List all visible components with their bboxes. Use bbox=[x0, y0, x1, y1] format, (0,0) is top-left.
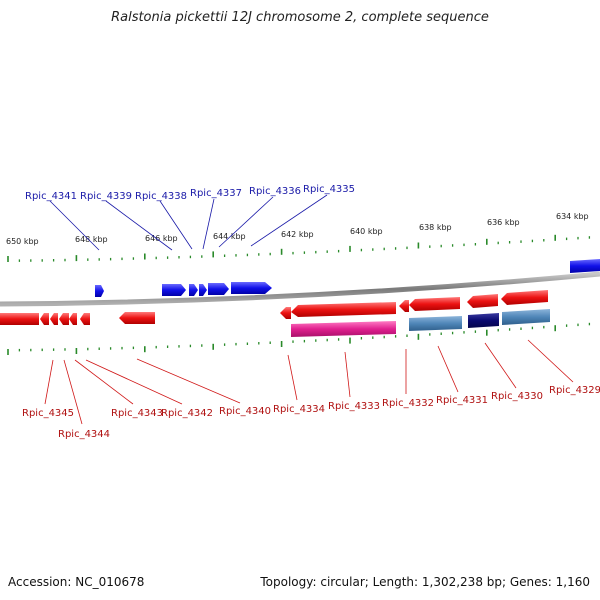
reverse-strand-genes bbox=[0, 290, 548, 325]
forward-strand-genes bbox=[95, 259, 600, 297]
kbp-label: 636 kbp bbox=[487, 218, 520, 227]
gene-reverse bbox=[501, 290, 548, 305]
leader-line bbox=[202, 198, 215, 250]
kbp-label: 644 kbp bbox=[213, 232, 246, 241]
leader-line bbox=[250, 194, 328, 247]
gene-label-bottom: Rpic_4329 bbox=[549, 385, 600, 396]
top-gene-labels: Rpic_4341 Rpic_4339 Rpic_4338 Rpic_4337 … bbox=[25, 184, 355, 251]
leader-line bbox=[74, 359, 134, 405]
gene-label-bottom: Rpic_4330 bbox=[491, 391, 543, 402]
gene-forward bbox=[570, 259, 600, 273]
feature-steelblue bbox=[502, 309, 550, 325]
gene-label-bottom: Rpic_4334 bbox=[273, 404, 325, 415]
gene-reverse bbox=[40, 313, 49, 325]
leader-line bbox=[437, 345, 459, 393]
accession-text: Accession: NC_010678 bbox=[8, 575, 145, 589]
gene-forward bbox=[189, 284, 198, 296]
feature-magenta bbox=[291, 321, 396, 337]
map-title: Ralstonia pickettii 12J chromosome 2, co… bbox=[111, 10, 489, 25]
leader-line bbox=[218, 196, 274, 248]
kbp-label: 646 kbp bbox=[145, 234, 178, 243]
gene-forward bbox=[162, 284, 186, 296]
gene-reverse bbox=[291, 302, 396, 317]
gene-reverse bbox=[50, 313, 58, 325]
gene-reverse bbox=[59, 313, 69, 325]
kbp-label: 638 kbp bbox=[419, 223, 452, 232]
leader-line bbox=[136, 358, 241, 404]
leader-line bbox=[63, 359, 83, 425]
feature-navy bbox=[468, 313, 499, 328]
gene-label-bottom: Rpic_4333 bbox=[328, 401, 380, 412]
gene-forward bbox=[199, 284, 207, 296]
leader-line bbox=[159, 200, 193, 250]
scale-ticks-top bbox=[7, 234, 591, 262]
gene-reverse bbox=[69, 313, 77, 325]
gene-forward bbox=[208, 283, 229, 295]
feature-track bbox=[291, 309, 550, 337]
gene-reverse bbox=[0, 313, 39, 325]
gene-label-top: Rpic_4335 bbox=[303, 184, 355, 195]
gene-label-bottom: Rpic_4332 bbox=[382, 398, 434, 409]
leader-line bbox=[85, 359, 183, 405]
gene-reverse bbox=[409, 297, 460, 311]
gene-label-top: Rpic_4339 bbox=[80, 191, 132, 202]
gene-label-bottom: Rpic_4342 bbox=[161, 408, 213, 419]
leader-line bbox=[484, 342, 517, 389]
gene-label-bottom: Rpic_4331 bbox=[436, 395, 488, 406]
kbp-label: 650 kbp bbox=[6, 237, 39, 246]
kbp-label: 634 kbp bbox=[556, 212, 589, 221]
kbp-label: 648 kbp bbox=[75, 235, 108, 244]
scale-ticks-bottom bbox=[7, 322, 591, 355]
gene-label-top: Rpic_4337 bbox=[190, 188, 242, 199]
leader-line bbox=[44, 359, 54, 405]
gene-label-top: Rpic_4341 bbox=[25, 191, 77, 202]
kbp-label: 640 kbp bbox=[350, 227, 383, 236]
gene-label-bottom: Rpic_4340 bbox=[219, 406, 271, 417]
gene-label-bottom: Rpic_4343 bbox=[111, 408, 163, 419]
gene-label-bottom: Rpic_4344 bbox=[58, 429, 110, 440]
gene-forward bbox=[95, 285, 104, 297]
leader-line bbox=[287, 354, 298, 401]
gene-reverse bbox=[119, 312, 155, 324]
genome-summary-text: Topology: circular; Length: 1,302,238 bp… bbox=[260, 575, 590, 589]
leader-line bbox=[344, 351, 351, 398]
leader-line bbox=[105, 200, 173, 251]
leader-line bbox=[49, 200, 100, 251]
gene-forward bbox=[231, 282, 272, 294]
feature-steelblue bbox=[409, 316, 462, 331]
genome-backbone bbox=[0, 271, 600, 307]
gene-reverse bbox=[80, 313, 90, 325]
gene-label-bottom: Rpic_4345 bbox=[22, 408, 74, 419]
kbp-label: 642 kbp bbox=[281, 230, 314, 239]
kbp-labels: 650 kbp 648 kbp 646 kbp 644 kbp 642 kbp … bbox=[6, 212, 589, 246]
gene-label-top: Rpic_4338 bbox=[135, 191, 187, 202]
bottom-gene-labels: Rpic_4345 Rpic_4344 Rpic_4343 Rpic_4342 … bbox=[22, 339, 600, 440]
leader-line bbox=[527, 339, 574, 383]
gene-label-top: Rpic_4336 bbox=[249, 186, 301, 197]
gene-reverse bbox=[467, 294, 498, 308]
gene-reverse bbox=[280, 307, 291, 319]
gene-reverse bbox=[399, 300, 409, 312]
